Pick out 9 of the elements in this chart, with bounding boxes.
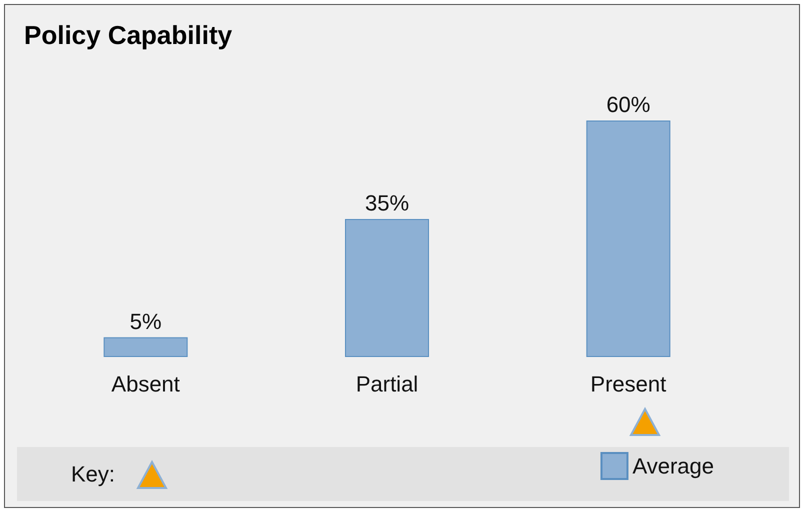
data-label: 35% <box>364 190 410 216</box>
text: Key: <box>71 462 116 486</box>
x-tick-label: Present <box>590 372 666 396</box>
data-label: 60% <box>606 92 650 117</box>
x-tick-label: Partial <box>356 372 418 396</box>
data-label: 5% <box>130 308 162 334</box>
chart-title: Policy Capability <box>24 20 233 50</box>
x-tick-label: Absent <box>111 372 180 396</box>
legend-label: Average <box>632 454 714 478</box>
